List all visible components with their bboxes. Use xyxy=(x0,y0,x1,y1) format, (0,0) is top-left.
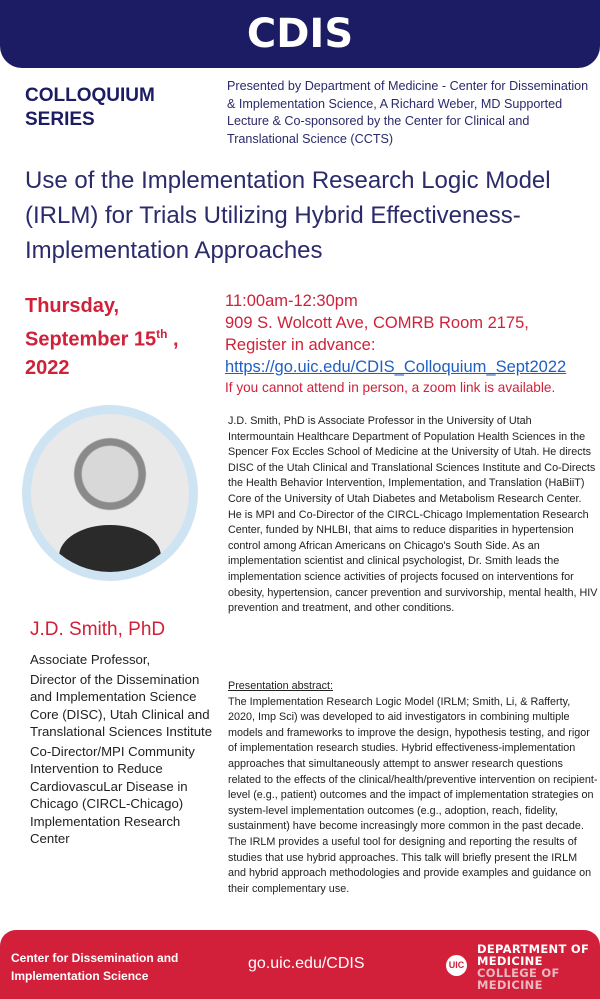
footer-department: DEPARTMENT OF MEDICINE COLLEGE OF MEDICI… xyxy=(477,943,589,991)
abstract-heading: Presentation abstract: xyxy=(228,680,334,692)
event-time: 11:00am-12:30pm xyxy=(225,292,358,310)
speaker-role: Co-Director/MPI Community Intervention t… xyxy=(30,743,195,847)
speaker-portrait xyxy=(31,414,189,572)
speaker-photo xyxy=(22,405,198,581)
speaker-role: Director of the Dissemination and Implem… xyxy=(30,671,213,740)
talk-title: Use of the Implementation Research Logic… xyxy=(25,167,551,264)
uic-logo: UIC xyxy=(446,955,467,976)
college-line: COLLEGE OF xyxy=(477,966,560,980)
date-sup: th xyxy=(156,327,168,341)
date-month-text: September 15 xyxy=(25,328,157,351)
presented-by: Presented by Department of Medicine - Ce… xyxy=(227,79,589,146)
register-link[interactable]: https://go.uic.edu/CDIS_Colloquium_Sept2… xyxy=(225,358,567,376)
header-banner: CDIS xyxy=(0,0,600,68)
event-info: 11:00am-12:30pm 909 S. Wolcott Ave, COMR… xyxy=(225,290,566,398)
date-year: 2022 xyxy=(25,356,70,379)
register-label: Register in advance: xyxy=(225,336,376,354)
footer-line: Center for Dissemination and xyxy=(11,951,179,965)
series-line: SERIES xyxy=(25,109,95,130)
footer-center-name: Center for Dissemination and Implementati… xyxy=(11,949,178,985)
date-month: September 15th , xyxy=(25,320,179,354)
speaker-roles: Associate Professor, Director of the Dis… xyxy=(30,651,215,850)
series-line: COLLOQUIUM xyxy=(25,85,155,106)
event-location: 909 S. Wolcott Ave, COMRB Room 2175, xyxy=(225,314,529,332)
abstract: Presentation abstract: The Implementatio… xyxy=(228,679,598,897)
event-date: Thursday, September 15th , 2022 xyxy=(25,292,179,382)
series-label: COLLOQUIUM SERIES xyxy=(25,84,155,132)
date-comma: , xyxy=(167,328,179,351)
speaker-name: J.D. Smith, PhD xyxy=(30,619,166,640)
date-day: Thursday, xyxy=(25,295,120,317)
footer: Center for Dissemination and Implementati… xyxy=(0,930,600,999)
footer-line: Implementation Science xyxy=(11,969,149,983)
dept-line: DEPARTMENT OF xyxy=(477,942,590,956)
college-line: MEDICINE xyxy=(477,978,543,992)
footer-url[interactable]: go.uic.edu/CDIS xyxy=(248,955,365,972)
speaker-bio: J.D. Smith, PhD is Associate Professor i… xyxy=(228,415,598,615)
zoom-note: If you cannot attend in person, a zoom l… xyxy=(225,380,556,395)
dept-line: MEDICINE xyxy=(477,954,543,968)
abstract-text: The Implementation Research Logic Model … xyxy=(228,695,598,895)
speaker-role: Associate Professor, xyxy=(30,652,151,667)
